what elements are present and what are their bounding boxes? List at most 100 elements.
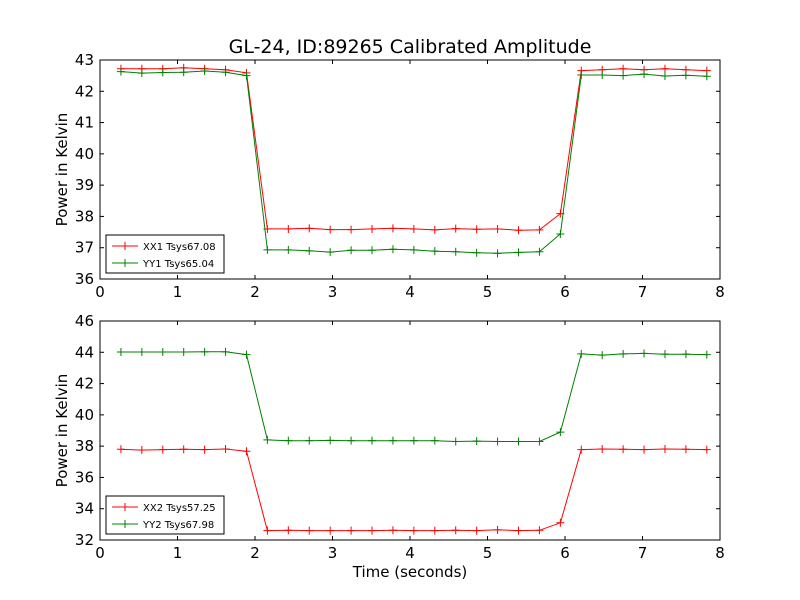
data-point [430, 247, 439, 256]
data-point [179, 68, 188, 77]
data-point [409, 526, 418, 535]
data-point [702, 445, 711, 454]
data-point [514, 526, 523, 535]
data-point [619, 445, 628, 454]
data-point [702, 72, 711, 81]
data-point [368, 436, 377, 445]
data-point [326, 225, 335, 234]
x-tick-label: 8 [715, 544, 725, 562]
data-point [179, 445, 188, 454]
data-point [514, 248, 523, 257]
data-point [598, 444, 607, 453]
data-point [368, 526, 377, 535]
x-tick-label: 6 [560, 283, 570, 301]
data-point [451, 247, 460, 256]
x-tick-label: 5 [483, 544, 493, 562]
x-tick-label: 0 [95, 544, 105, 562]
x-tick-label: 5 [483, 283, 493, 301]
data-point [451, 526, 460, 535]
data-point [242, 71, 251, 80]
data-point [388, 436, 397, 445]
data-point [326, 248, 335, 257]
legend-swatch-marker [121, 520, 129, 528]
y-tick-label: 40 [75, 406, 94, 424]
data-point [681, 71, 690, 80]
data-point [619, 349, 628, 358]
data-point [493, 249, 502, 258]
y-tick-label: 34 [75, 500, 94, 518]
y-tick-label: 38 [75, 437, 94, 455]
x-tick-label: 1 [173, 544, 183, 562]
legend-box [105, 234, 225, 274]
y-tick-label: 40 [75, 145, 94, 163]
data-point [451, 437, 460, 446]
data-point [619, 71, 628, 80]
x-tick-label: 4 [405, 544, 415, 562]
x-tick-label: 7 [638, 544, 648, 562]
x-tick-label: 2 [250, 544, 260, 562]
data-point [535, 437, 544, 446]
data-point [514, 437, 523, 446]
data-point [137, 69, 146, 78]
data-point [660, 444, 669, 453]
legend-box [105, 495, 225, 535]
data-point [430, 526, 439, 535]
data-point [660, 64, 669, 73]
data-point [493, 525, 502, 534]
data-point [640, 70, 649, 79]
legend-entry: XX1 Tsys67.08 [143, 242, 216, 253]
data-point [116, 445, 125, 454]
x-tick-label: 0 [95, 283, 105, 301]
data-point [158, 445, 167, 454]
data-point [388, 526, 397, 535]
data-point [221, 68, 230, 77]
data-point [284, 436, 293, 445]
data-point [368, 224, 377, 233]
data-point [430, 225, 439, 234]
data-point [137, 347, 146, 356]
y-tick-label: 44 [75, 343, 94, 361]
data-point [430, 436, 439, 445]
data-point [200, 66, 209, 75]
top-panel: 0 1 2 3 4 5 6 7 8 36 37 38 39 40 41 42 43 Power in Kelvin… [53, 51, 725, 301]
x-axis-label: Time (seconds) [352, 563, 468, 581]
legend-entry: XX2 Tsys57.25 [143, 503, 216, 514]
data-point [347, 436, 356, 445]
data-point [263, 245, 272, 254]
data-point [388, 224, 397, 233]
y-tick-label: 32 [75, 531, 94, 549]
y-axis-label: Power in Kelvin [53, 374, 71, 488]
data-point [116, 67, 125, 76]
data-point [326, 436, 335, 445]
data-point [556, 229, 565, 238]
data-point [493, 437, 502, 446]
data-point [137, 446, 146, 455]
y-tick-label: 42 [75, 82, 94, 100]
data-point [284, 224, 293, 233]
y-tick-label: 42 [75, 375, 94, 393]
data-point [577, 349, 586, 358]
data-point [158, 68, 167, 77]
x-tick-label: 3 [328, 544, 338, 562]
x-tick-label: 1 [173, 283, 183, 301]
x-tick-label: 7 [638, 283, 648, 301]
data-point [472, 526, 481, 535]
data-point [535, 225, 544, 234]
y-axis-label: Power in Kelvin [53, 113, 71, 227]
data-point [368, 246, 377, 255]
data-point [242, 350, 251, 359]
data-point [388, 245, 397, 254]
data-point [514, 226, 523, 235]
data-point [493, 224, 502, 233]
data-point [242, 447, 251, 456]
data-point [326, 526, 335, 535]
data-point [305, 436, 314, 445]
data-point [472, 248, 481, 257]
x-tick-label: 4 [405, 283, 415, 301]
data-point [221, 444, 230, 453]
legend-swatch-marker [121, 242, 129, 250]
data-point [305, 526, 314, 535]
x-tick-label: 8 [715, 283, 725, 301]
